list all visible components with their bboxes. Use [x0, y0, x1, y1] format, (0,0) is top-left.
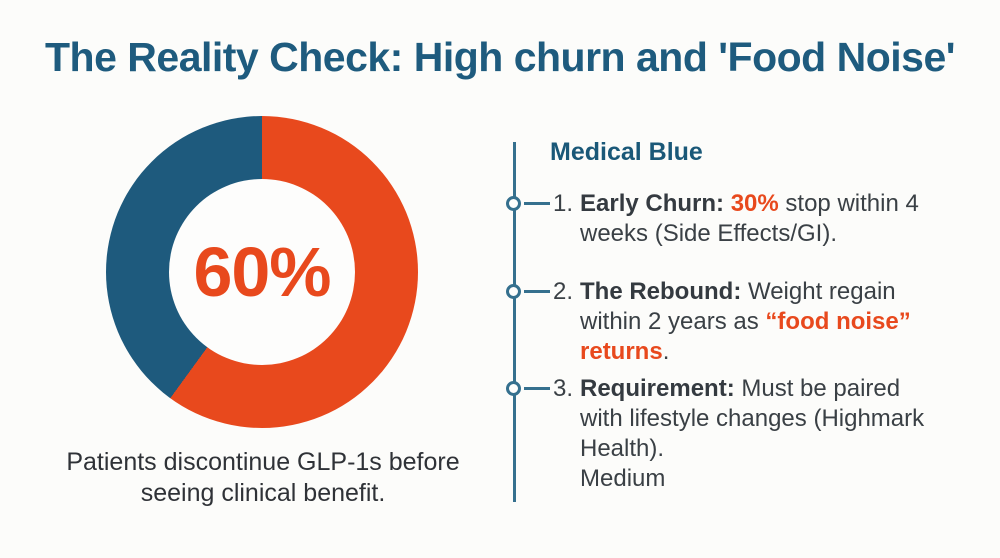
slide-title: The Reality Check: High churn and 'Food … [45, 34, 956, 80]
list-item-segment: 30% [730, 190, 779, 217]
panel-heading: Medical Blue [550, 138, 703, 166]
list-item: 2. The Rebound: Weight regain within 2 y… [506, 277, 953, 367]
timeline-tick [524, 387, 550, 390]
donut-hole: 60% [169, 179, 355, 365]
list-item-segment: Requirement: [580, 375, 742, 402]
timeline-node-icon [506, 196, 521, 211]
chart-caption: Patients discontinue GLP-1s before seein… [66, 448, 460, 507]
list-item-segment: The Rebound: [580, 278, 748, 305]
list-item-segment: . [662, 338, 670, 365]
timeline-tick [524, 290, 550, 293]
list-item: 3. Requirement: Must be paired with life… [506, 374, 953, 494]
list-item-text: Early Churn: 30% stop within 4 weeks (Si… [580, 189, 945, 249]
list-item: 1. Early Churn: 30% stop within 4 weeks … [506, 189, 953, 249]
timeline-tick [524, 202, 550, 205]
list-item-segment: Medium [580, 465, 666, 492]
timeline-node-icon [506, 381, 521, 396]
list-item-number: 3. [553, 375, 574, 402]
list-item-number: 1. [553, 190, 574, 217]
donut-chart: 60% [106, 116, 418, 428]
list-item-segment: Must be paired with lifestyle changes (H… [580, 375, 925, 462]
list-item-segment: “food noise” returns [580, 308, 911, 365]
list-item-text: Requirement: Must be paired with lifesty… [580, 374, 945, 494]
timeline-connector-line [513, 142, 516, 502]
donut-center-value: 60% [193, 233, 331, 311]
timeline-node-icon [506, 284, 521, 299]
list-item-segment: Weight regain within 2 years as [580, 278, 896, 335]
list-item-segment: Early Churn: [580, 190, 731, 217]
list-item-text: The Rebound: Weight regain within 2 year… [580, 277, 945, 367]
list-item-segment: stop within 4 weeks (Side Effects/GI). [580, 190, 919, 247]
list-item-number: 2. [553, 278, 574, 305]
